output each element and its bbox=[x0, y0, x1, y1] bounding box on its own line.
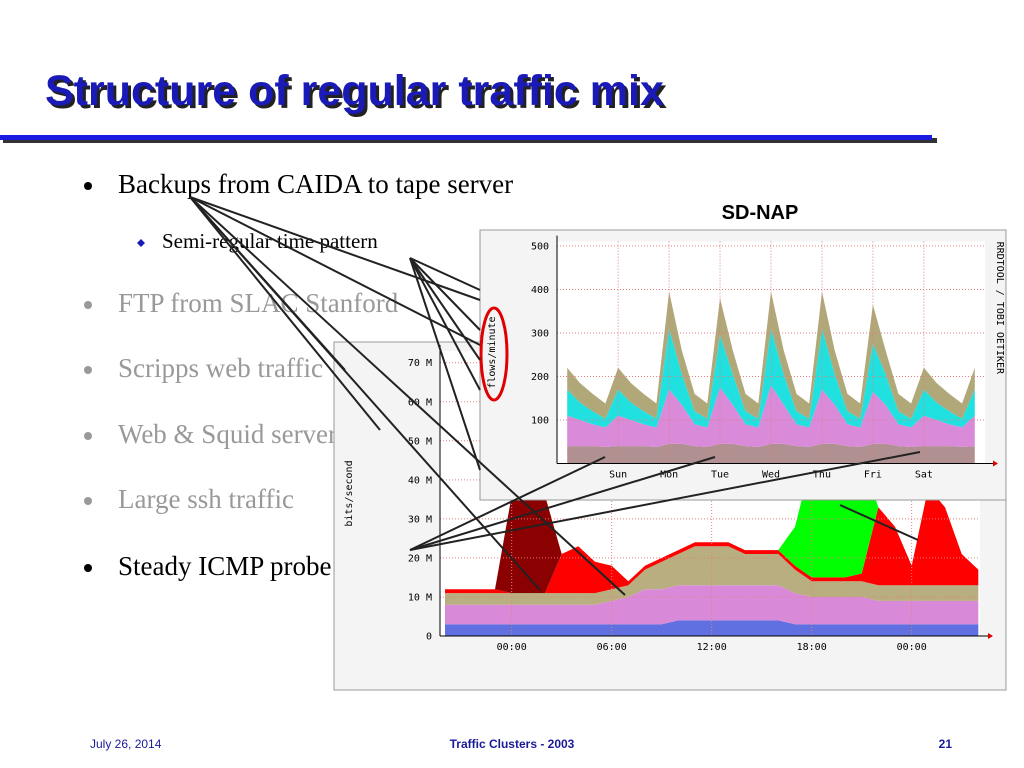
x-tick-label: Tue bbox=[711, 470, 729, 481]
area bbox=[445, 620, 979, 636]
y-tick-label: 100 bbox=[531, 415, 549, 426]
x-tick-label: Thu bbox=[813, 470, 831, 481]
y-tick-label: 500 bbox=[531, 241, 549, 252]
x-tick-label: 00:00 bbox=[497, 642, 527, 653]
area bbox=[445, 440, 979, 590]
y-tick-label: 30 M bbox=[408, 514, 432, 525]
bullet: Backups from CAIDA to tape server bbox=[118, 169, 513, 199]
chart-title: SD-NAP bbox=[722, 202, 799, 224]
sub-bullet: Semi-regular time pattern bbox=[162, 229, 378, 253]
area bbox=[445, 546, 979, 605]
chart-top: 100 200 300 400 500 Sun Mon Tue Wed Thu Fri Sat flow… bbox=[487, 235, 1005, 481]
rule bbox=[0, 135, 932, 140]
title: Structure of regular traffic mix bbox=[45, 67, 664, 115]
x-tick-label: 00:00 bbox=[897, 642, 927, 653]
title-shadow: Structure of regular traffic mix bbox=[48, 70, 667, 118]
footer-center: Traffic Clusters - 2003 bbox=[450, 737, 575, 751]
y-tick-label: 50 M bbox=[408, 436, 432, 447]
y-tick-label: 20 M bbox=[408, 553, 432, 564]
x-tick-label: Fri bbox=[864, 470, 882, 481]
bullet: Steady ICMP probe bbox=[118, 551, 331, 581]
x-tick-label: 06:00 bbox=[597, 642, 627, 653]
x-axis-arrow bbox=[993, 460, 998, 467]
area bbox=[445, 487, 979, 594]
y-tick-label: 0 bbox=[426, 632, 432, 643]
bullet-dot bbox=[84, 564, 92, 572]
x-axis-arrow bbox=[988, 633, 993, 639]
x-tick-label: Mon bbox=[660, 470, 678, 481]
rule-shadow bbox=[3, 138, 937, 143]
footer-page: 21 bbox=[939, 737, 953, 751]
y-axis-label: flows/minute bbox=[487, 316, 498, 388]
bullet: Large ssh traffic bbox=[118, 484, 294, 514]
y-tick-label: 200 bbox=[531, 372, 549, 383]
y-tick-label: 10 M bbox=[408, 592, 432, 603]
bullet: Web & Squid servers bbox=[118, 419, 348, 449]
bullet-dot bbox=[84, 182, 92, 190]
bullets: Backups from CAIDA to tape server Semi-r… bbox=[84, 169, 513, 581]
y-tick-label: 40 M bbox=[408, 475, 432, 486]
x-tick-label: 18:00 bbox=[797, 642, 827, 653]
area bbox=[445, 585, 979, 625]
bullet-dot bbox=[84, 497, 92, 505]
connectors bbox=[189, 196, 921, 596]
bullet: Scripps web traffic bbox=[118, 353, 323, 383]
y-tick-label: 60 M bbox=[408, 397, 432, 408]
x-tick-label: Sat bbox=[915, 470, 933, 481]
bullet-dot bbox=[84, 301, 92, 309]
bullet-dot bbox=[84, 432, 92, 440]
x-tick-label: Sun bbox=[609, 470, 627, 481]
area bbox=[445, 487, 979, 594]
y-tick-label: 300 bbox=[531, 328, 549, 339]
sub-bullet-dot bbox=[137, 239, 145, 247]
x-tick-label: Wed bbox=[762, 470, 780, 481]
y-axis-label: bits/second bbox=[344, 460, 355, 526]
footer-date: July 26, 2014 bbox=[90, 737, 162, 751]
credit: RRDTOOL / TOBI OETIKER bbox=[994, 242, 1005, 375]
y-tick-label: 70 M bbox=[408, 358, 432, 369]
bullet: FTP from SLAC Stanford bbox=[118, 288, 399, 318]
x-tick-label: 12:00 bbox=[697, 642, 727, 653]
y-tick-label: 400 bbox=[531, 285, 549, 296]
highlight-ellipse bbox=[479, 306, 509, 402]
bullet-dot bbox=[84, 366, 92, 374]
